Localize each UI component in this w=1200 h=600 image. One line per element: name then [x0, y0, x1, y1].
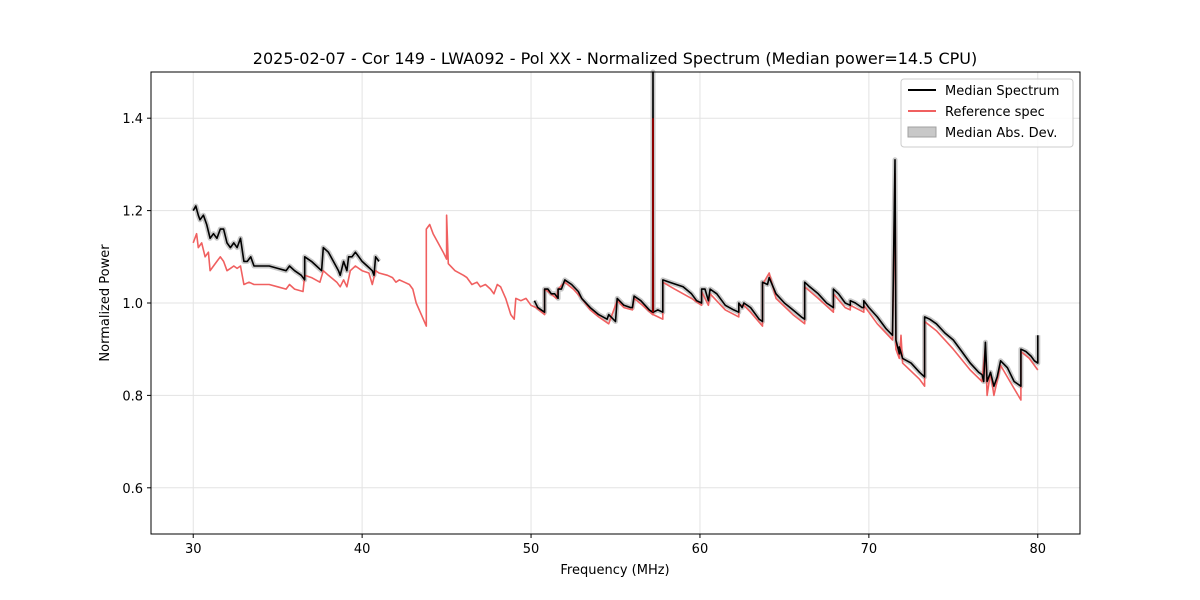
legend-mad-label: Median Abs. Dev. — [945, 126, 1057, 141]
x-tick-label: 70 — [861, 542, 878, 557]
series-layer — [192, 71, 1039, 401]
x-tick-label: 80 — [1029, 542, 1046, 557]
y-tick-label: 0.6 — [122, 482, 143, 497]
legend-box — [900, 78, 1074, 148]
chart-title: 2025-02-07 - Cor 149 - LWA092 - Pol XX -… — [253, 49, 977, 68]
median-spectrum-line — [533, 71, 1039, 387]
x-tick-label: 40 — [354, 542, 371, 557]
y-tick-label: 1.0 — [122, 297, 143, 312]
y-tick-label: 0.8 — [122, 389, 143, 404]
x-tick-label: 60 — [692, 542, 709, 557]
legend-reference-label: Reference spec — [945, 105, 1045, 120]
legend-mad-swatch — [907, 126, 937, 138]
x-axis-title: Frequency (MHz) — [560, 563, 669, 578]
reference-spectrum-line — [192, 117, 1039, 401]
x-tick-label: 50 — [523, 542, 540, 557]
legend-median-label: Median Spectrum — [945, 84, 1059, 99]
tick-layer: 30 40 50 60 70 80 0.6 0.8 1.0 1.2 1.4 — [122, 112, 1046, 557]
y-tick-label: 1.4 — [122, 112, 143, 127]
y-axis-title: Normalized Power — [98, 244, 113, 362]
legend: Median Spectrum Reference spec Median Ab… — [900, 78, 1074, 148]
y-tick-label: 1.2 — [122, 205, 143, 220]
median-spectrum-line — [192, 205, 380, 281]
x-tick-label: 30 — [185, 542, 202, 557]
